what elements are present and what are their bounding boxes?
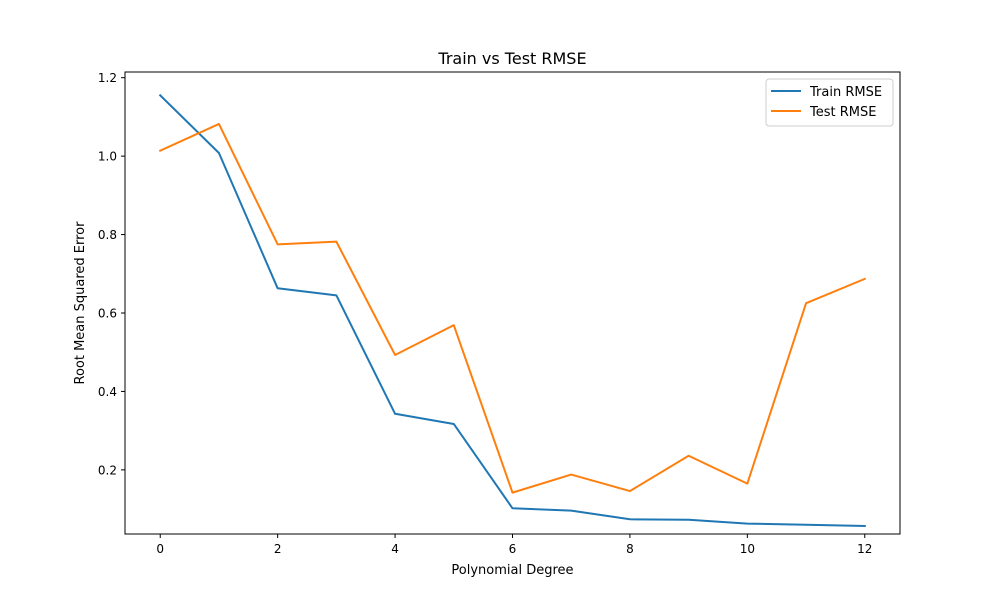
series-line-test-rmse	[158, 122, 867, 494]
plot-area: 0 2 4 6 8 10 12 0.2 0.4 0.6 0.8 1.0 1.2	[98, 71, 901, 556]
legend: Train RMSE Test RMSE	[765, 78, 894, 127]
x-tick-label: 10	[740, 542, 755, 556]
y-tick-label: 1.0	[98, 150, 117, 164]
y-tick-label: 0.8	[98, 228, 117, 242]
legend-label-train: Train RMSE	[809, 85, 882, 100]
x-tick-label: 2	[274, 542, 282, 556]
y-tick-label: 0.6	[98, 307, 117, 321]
series-line-train-rmse	[158, 93, 866, 527]
x-tick-label: 8	[626, 542, 634, 556]
x-tick-label: 0	[156, 542, 164, 556]
y-axis-ticks: 0.2 0.4 0.6 0.8 1.0 1.2	[98, 71, 125, 477]
y-axis-label: Root Mean Squared Error	[73, 221, 88, 385]
x-axis-ticks: 0 2 4 6 8 10 12	[156, 534, 872, 556]
y-tick-label: 0.2	[98, 463, 117, 477]
legend-label-test: Test RMSE	[809, 105, 876, 120]
x-tick-label: 6	[509, 542, 517, 556]
series-layer	[158, 93, 867, 527]
chart-title: Train vs Test RMSE	[437, 49, 586, 68]
y-tick-label: 0.4	[98, 385, 117, 399]
x-tick-label: 4	[391, 542, 399, 556]
x-axis-label: Polynomial Degree	[451, 563, 573, 578]
x-tick-label: 12	[857, 542, 872, 556]
y-tick-label: 1.2	[98, 71, 117, 85]
